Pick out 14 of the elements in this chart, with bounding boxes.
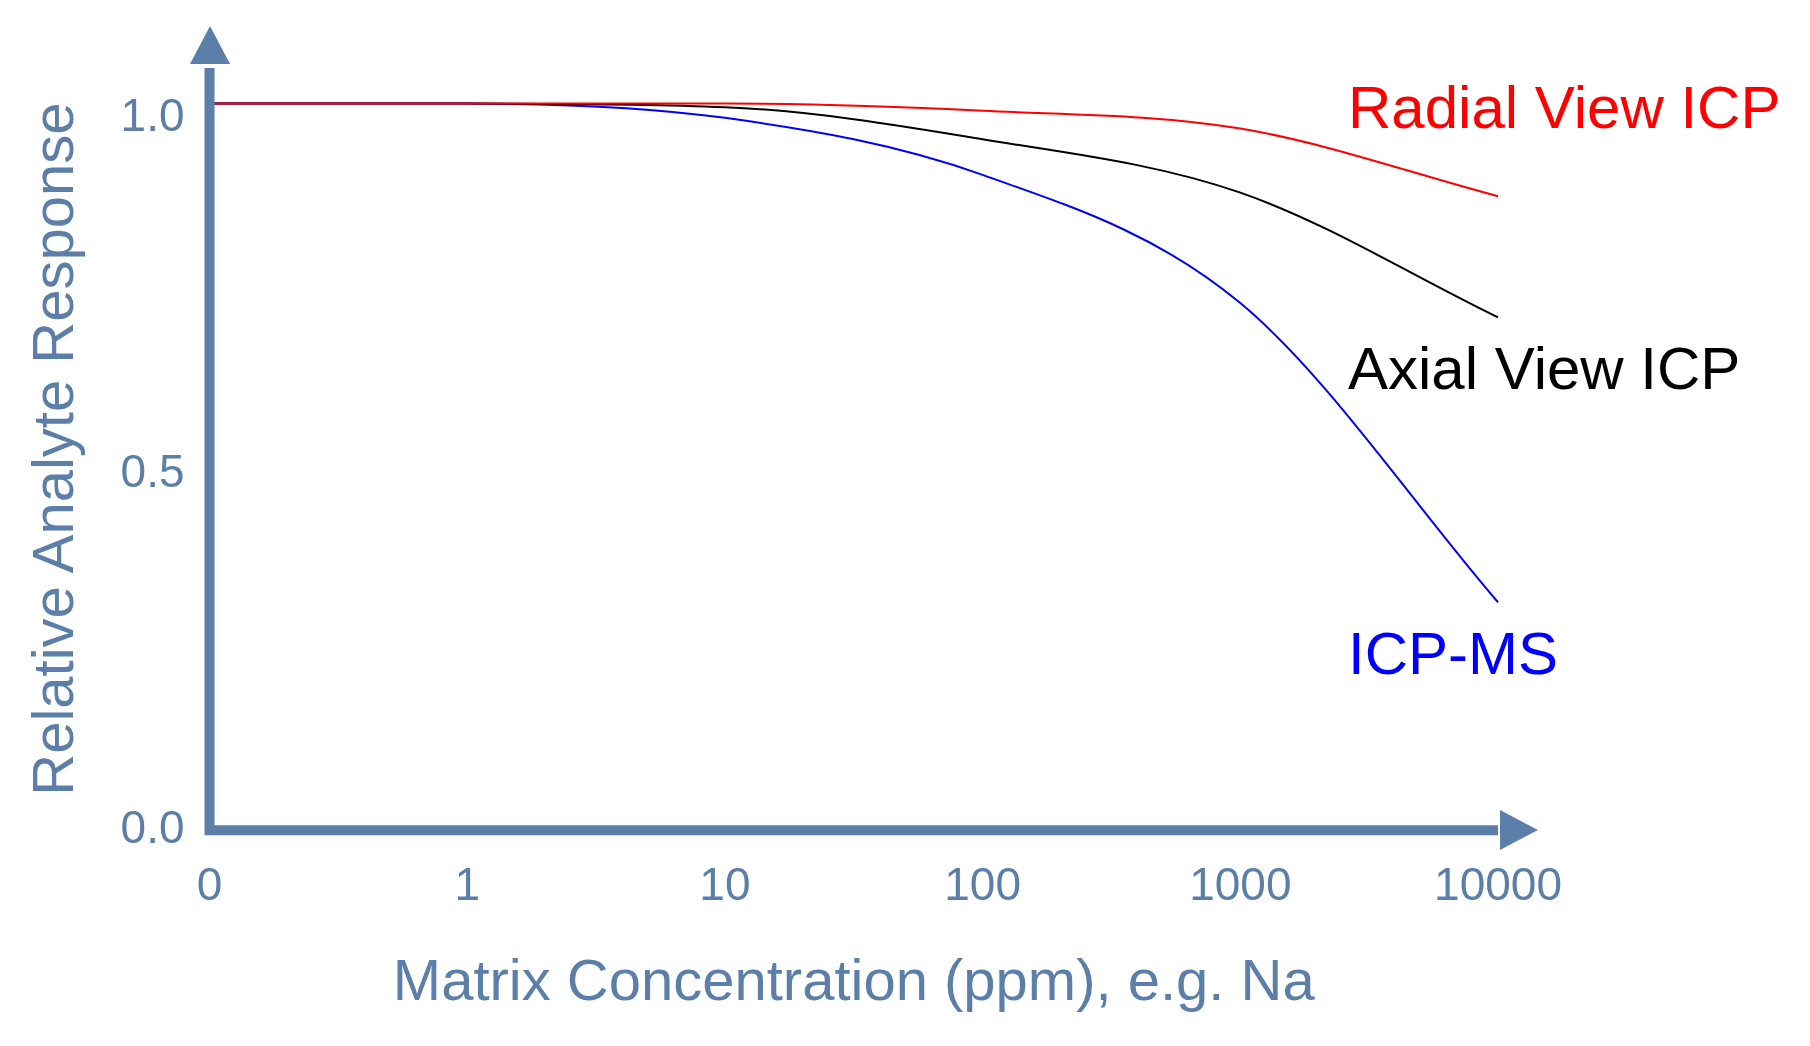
x-tick-label: 10 xyxy=(699,858,751,911)
series-label: ICP-MS xyxy=(1348,619,1558,687)
series-label: Radial View ICP xyxy=(1348,73,1781,141)
x-tick-label: 10000 xyxy=(1434,858,1562,911)
x-tick-label: 0 xyxy=(196,858,223,911)
x-tick-label: 1000 xyxy=(1189,858,1292,911)
x-axis-title: Matrix Concentration (ppm), e.g. Na xyxy=(392,947,1316,1013)
x-tick-label: 100 xyxy=(944,858,1021,911)
y-tick-label: 0.0 xyxy=(120,800,185,853)
y-axis-title: Relative Analyte Response xyxy=(19,102,85,796)
series-label: Axial View ICP xyxy=(1348,334,1741,402)
y-tick-label: 0.5 xyxy=(120,444,185,497)
x-tick-label: 1 xyxy=(454,858,481,911)
y-tick-label: 1.0 xyxy=(120,88,185,141)
